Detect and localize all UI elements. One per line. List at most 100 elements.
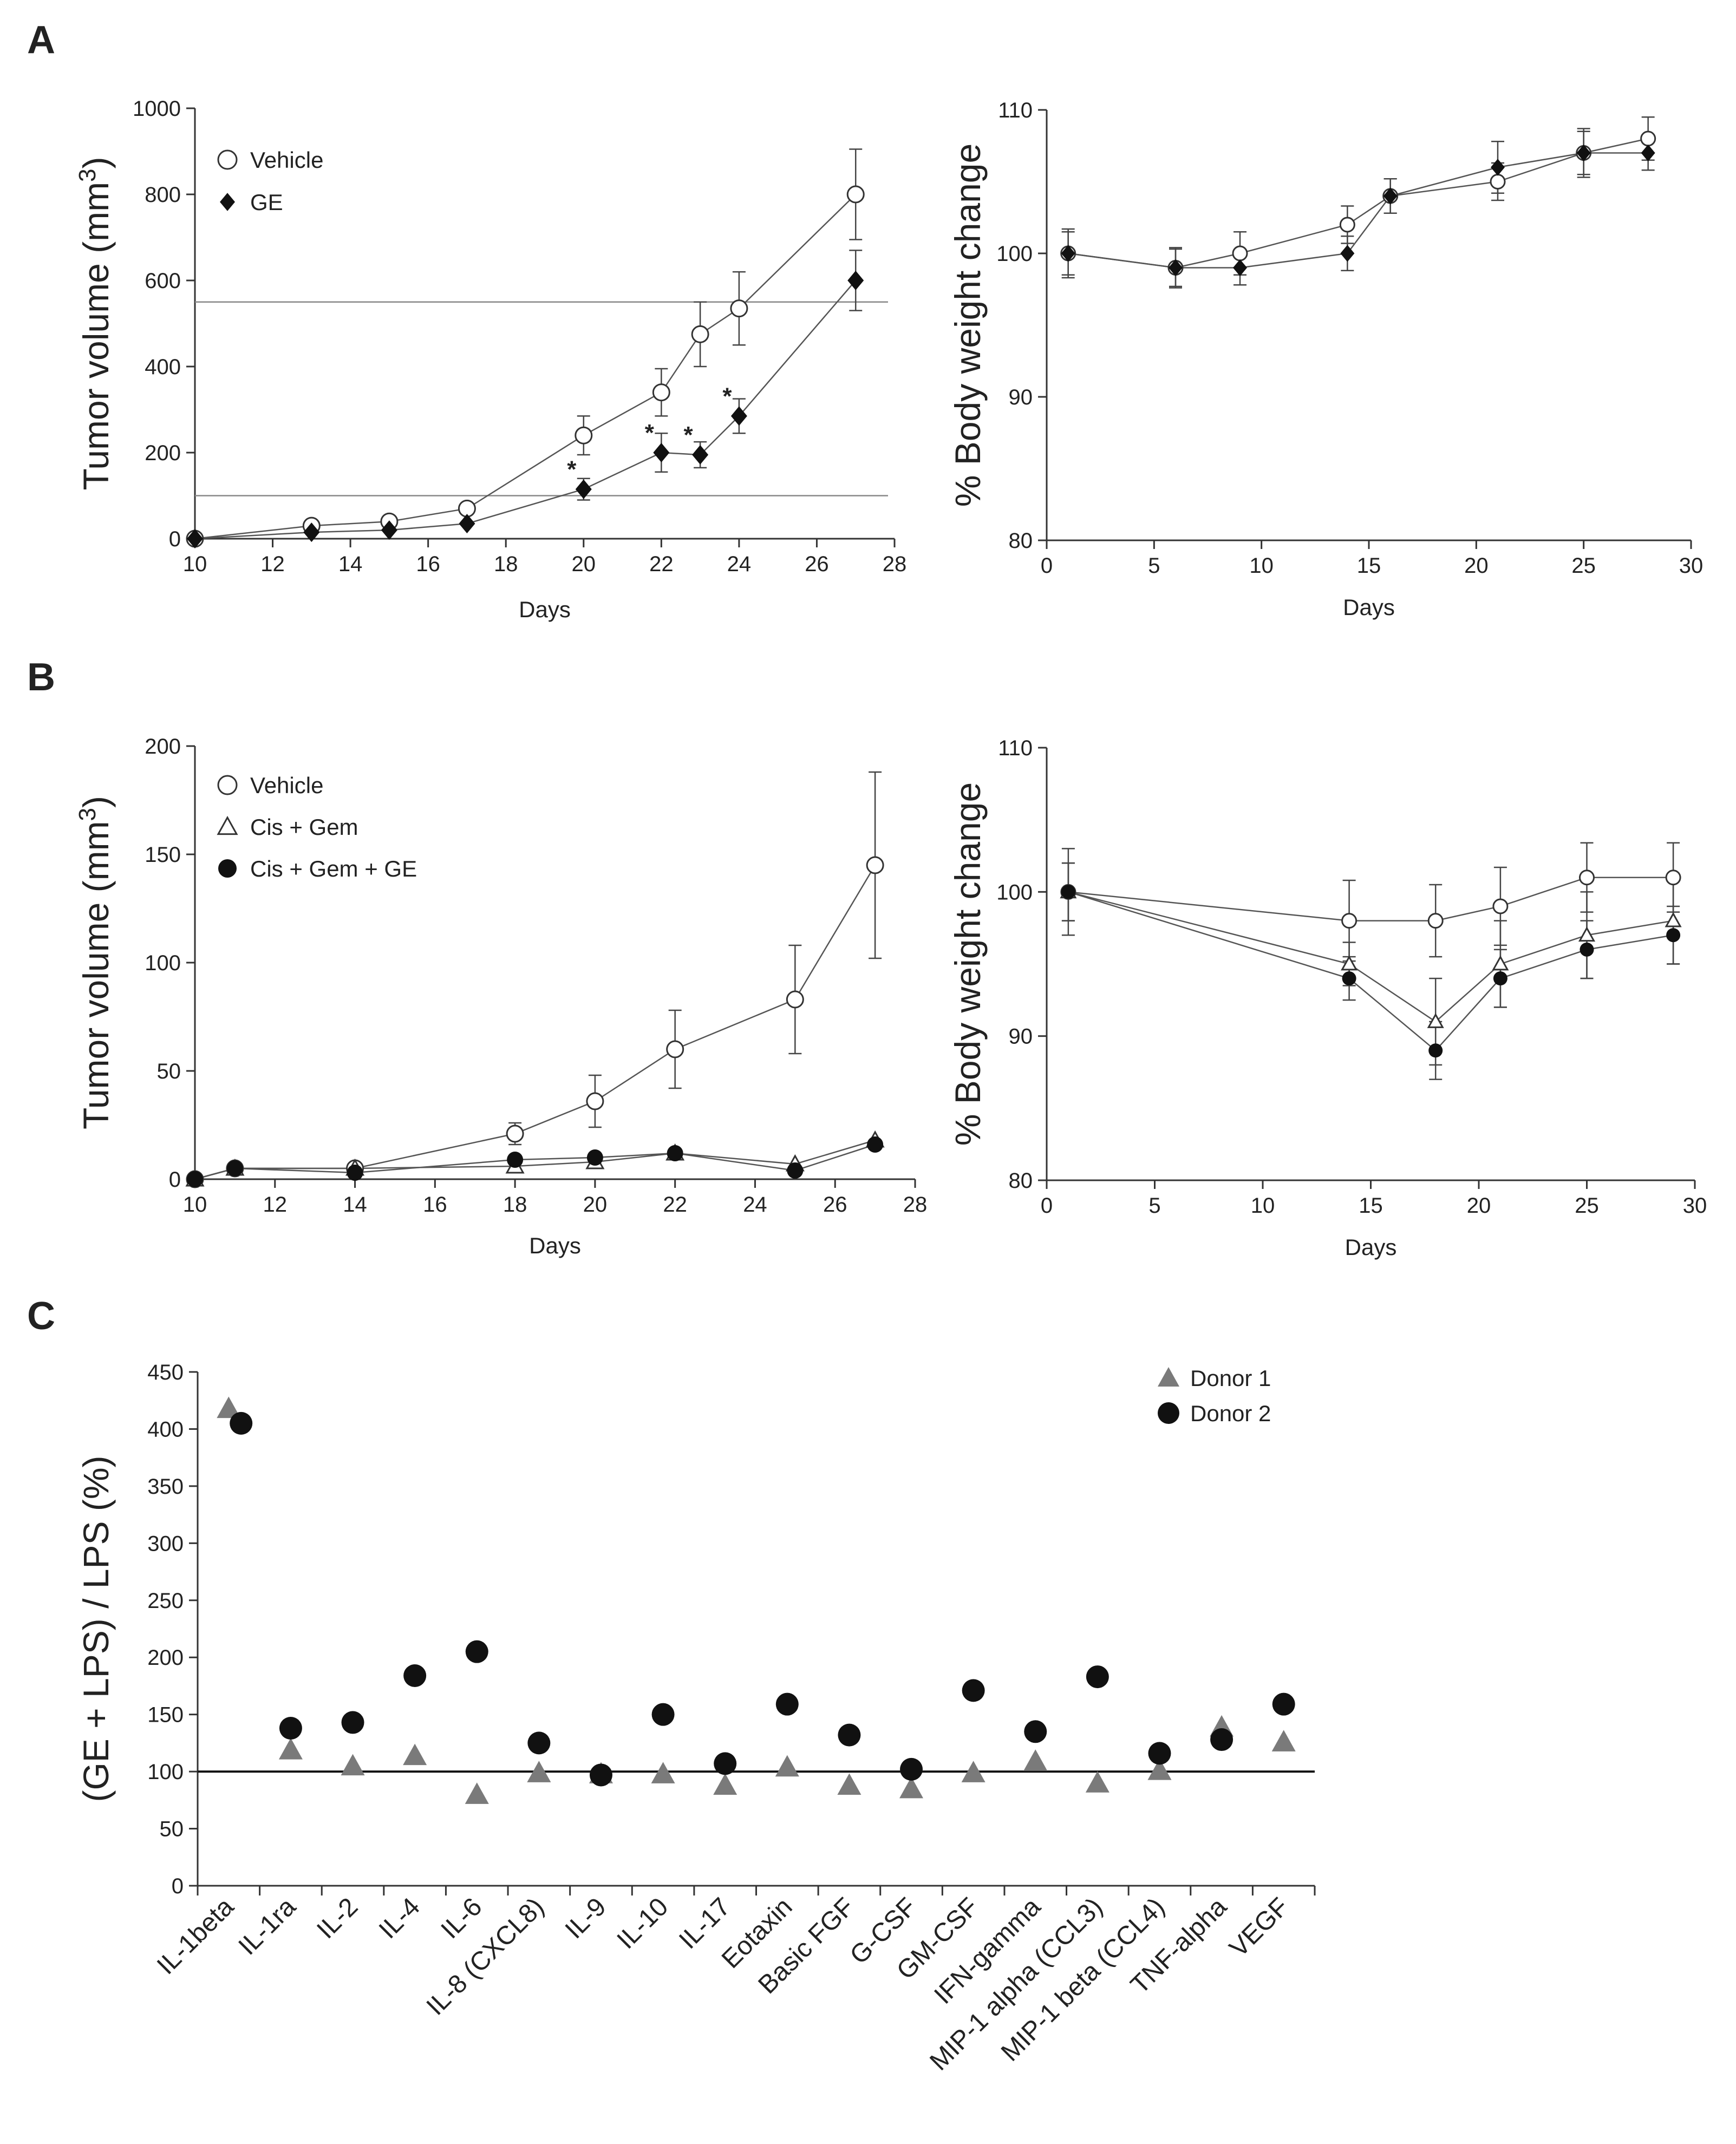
data-point-cis-gem-ge [667, 1145, 683, 1161]
significance-marker: * [645, 420, 655, 446]
data-point-donor-1 [278, 1738, 303, 1760]
data-point-vehicle [786, 990, 804, 1009]
y-tick-label: 110 [998, 99, 1033, 122]
y-tick-label: 450 [147, 1361, 184, 1384]
data-point-donor-2 [714, 1752, 737, 1775]
series-line-vehicle [194, 865, 876, 1180]
data-point-vehicle [586, 1092, 604, 1110]
x-tick-label: 20 [1464, 554, 1489, 578]
data-point-donor-2 [1210, 1728, 1234, 1751]
y-tick-label: 90 [1009, 1025, 1033, 1049]
category-label-vegf: VEGF [1224, 1892, 1295, 1963]
series-line-ge [194, 280, 857, 540]
legend-label-vehicle: Vehicle [250, 773, 323, 798]
series-line-vehicle [194, 194, 857, 540]
data-point-donor-1 [775, 1755, 799, 1777]
legend-marker-cis-gem-ge [218, 859, 237, 878]
x-tick-label: 10 [183, 552, 207, 576]
data-point-donor-1 [899, 1776, 924, 1799]
y-tick-label: 80 [1009, 529, 1033, 553]
x-tick-label: 24 [727, 552, 752, 576]
y-tick-label: 0 [169, 1168, 181, 1192]
data-point-cis-gem [1427, 1012, 1444, 1028]
category-label-il-9: IL-9 [560, 1892, 612, 1944]
data-point-ge [303, 522, 320, 542]
legend-marker-donor-2 [1158, 1402, 1179, 1424]
category-label-il-10: IL-10 [612, 1892, 674, 1955]
data-point-vehicle [1490, 174, 1506, 189]
y-tick-label: 100 [147, 1760, 184, 1784]
x-tick-label: 16 [416, 552, 440, 576]
series-line-cis-gem [1068, 891, 1674, 1023]
x-tick-label: 18 [503, 1193, 527, 1217]
x-tick-label: 12 [260, 552, 285, 576]
data-point-cis-gem-ge [1061, 885, 1075, 899]
panel-label-a: A [27, 18, 55, 62]
y-tick-label: 150 [145, 843, 181, 867]
x-tick-label: 18 [494, 552, 518, 576]
data-point-ge [1576, 144, 1591, 162]
x-tick-label: 30 [1679, 554, 1704, 578]
data-point-ge [1641, 144, 1655, 162]
legend-label-ge: GE [250, 189, 283, 215]
x-tick-label: 24 [743, 1193, 767, 1217]
data-point-donor-2 [1272, 1692, 1295, 1716]
y-tick-label: 400 [147, 1417, 184, 1441]
data-point-vehicle [1579, 870, 1595, 886]
data-point-vehicle [1341, 913, 1358, 929]
category-label-il-1ra: IL-1ra [233, 1892, 302, 1960]
data-point-donor-1 [1147, 1759, 1172, 1780]
data-point-cis-gem-ge [507, 1152, 524, 1168]
data-point-ge [1061, 245, 1075, 262]
data-point-cis-gem [1341, 955, 1358, 971]
x-tick-label: 10 [1251, 1194, 1275, 1218]
category-label-il-6: IL-6 [436, 1892, 488, 1944]
series-line-cis-gem-ge [1068, 891, 1674, 1052]
data-point-donor-2 [279, 1716, 302, 1740]
data-point-donor-2 [900, 1757, 923, 1781]
data-point-donor-1 [1023, 1749, 1048, 1771]
legend-marker-cis-gem [217, 815, 238, 835]
panel-label-b: B [27, 656, 55, 699]
data-point-ge [1383, 187, 1398, 205]
data-point-cis-gem-ge [1493, 971, 1507, 986]
y-tick-label: 100 [996, 880, 1033, 904]
data-point-vehicle [1492, 898, 1509, 914]
legend-label-donor-2: Donor 2 [1190, 1401, 1271, 1426]
x-tick-label: 30 [1683, 1194, 1707, 1218]
data-point-cis-gem-ge [226, 1160, 243, 1176]
data-point-vehicle [666, 1040, 684, 1058]
data-point-donor-2 [1086, 1665, 1109, 1689]
legend-marker-donor-1 [1158, 1367, 1179, 1387]
data-point-donor-2 [527, 1731, 551, 1755]
data-point-donor-1 [651, 1762, 675, 1783]
x-tick-label: 28 [883, 552, 907, 576]
data-point-cis-gem-ge [1580, 942, 1594, 957]
legend-marker-vehicle [217, 775, 238, 795]
x-tick-label: 20 [572, 552, 596, 576]
y-tick-label: 0 [172, 1874, 184, 1898]
data-point-ge [1340, 245, 1355, 262]
legend-marker-vehicle [217, 149, 238, 170]
data-point-donor-1 [465, 1782, 489, 1804]
data-point-vehicle [730, 299, 748, 318]
y-tick-label: 150 [147, 1703, 184, 1727]
data-point-vehicle [1339, 217, 1355, 233]
data-point-vehicle [652, 383, 670, 402]
data-point-donor-1 [1271, 1730, 1296, 1751]
data-point-vehicle [1640, 130, 1656, 147]
data-point-donor-2 [341, 1711, 364, 1734]
data-point-donor-2 [651, 1703, 675, 1726]
data-point-ge [692, 445, 709, 465]
y-tick-label: 80 [1009, 1169, 1033, 1193]
data-point-donor-1 [713, 1773, 738, 1795]
series-line-vehicle [1068, 877, 1674, 921]
series-line-cis-gem-ge [194, 1143, 876, 1180]
x-tick-label: 25 [1575, 1194, 1599, 1218]
data-point-cis-gem-ge [1666, 928, 1681, 943]
y-tick-label: 50 [157, 1060, 181, 1083]
legend-marker-ge [220, 193, 235, 211]
data-point-vehicle [1427, 913, 1444, 929]
significance-marker: * [722, 383, 732, 409]
